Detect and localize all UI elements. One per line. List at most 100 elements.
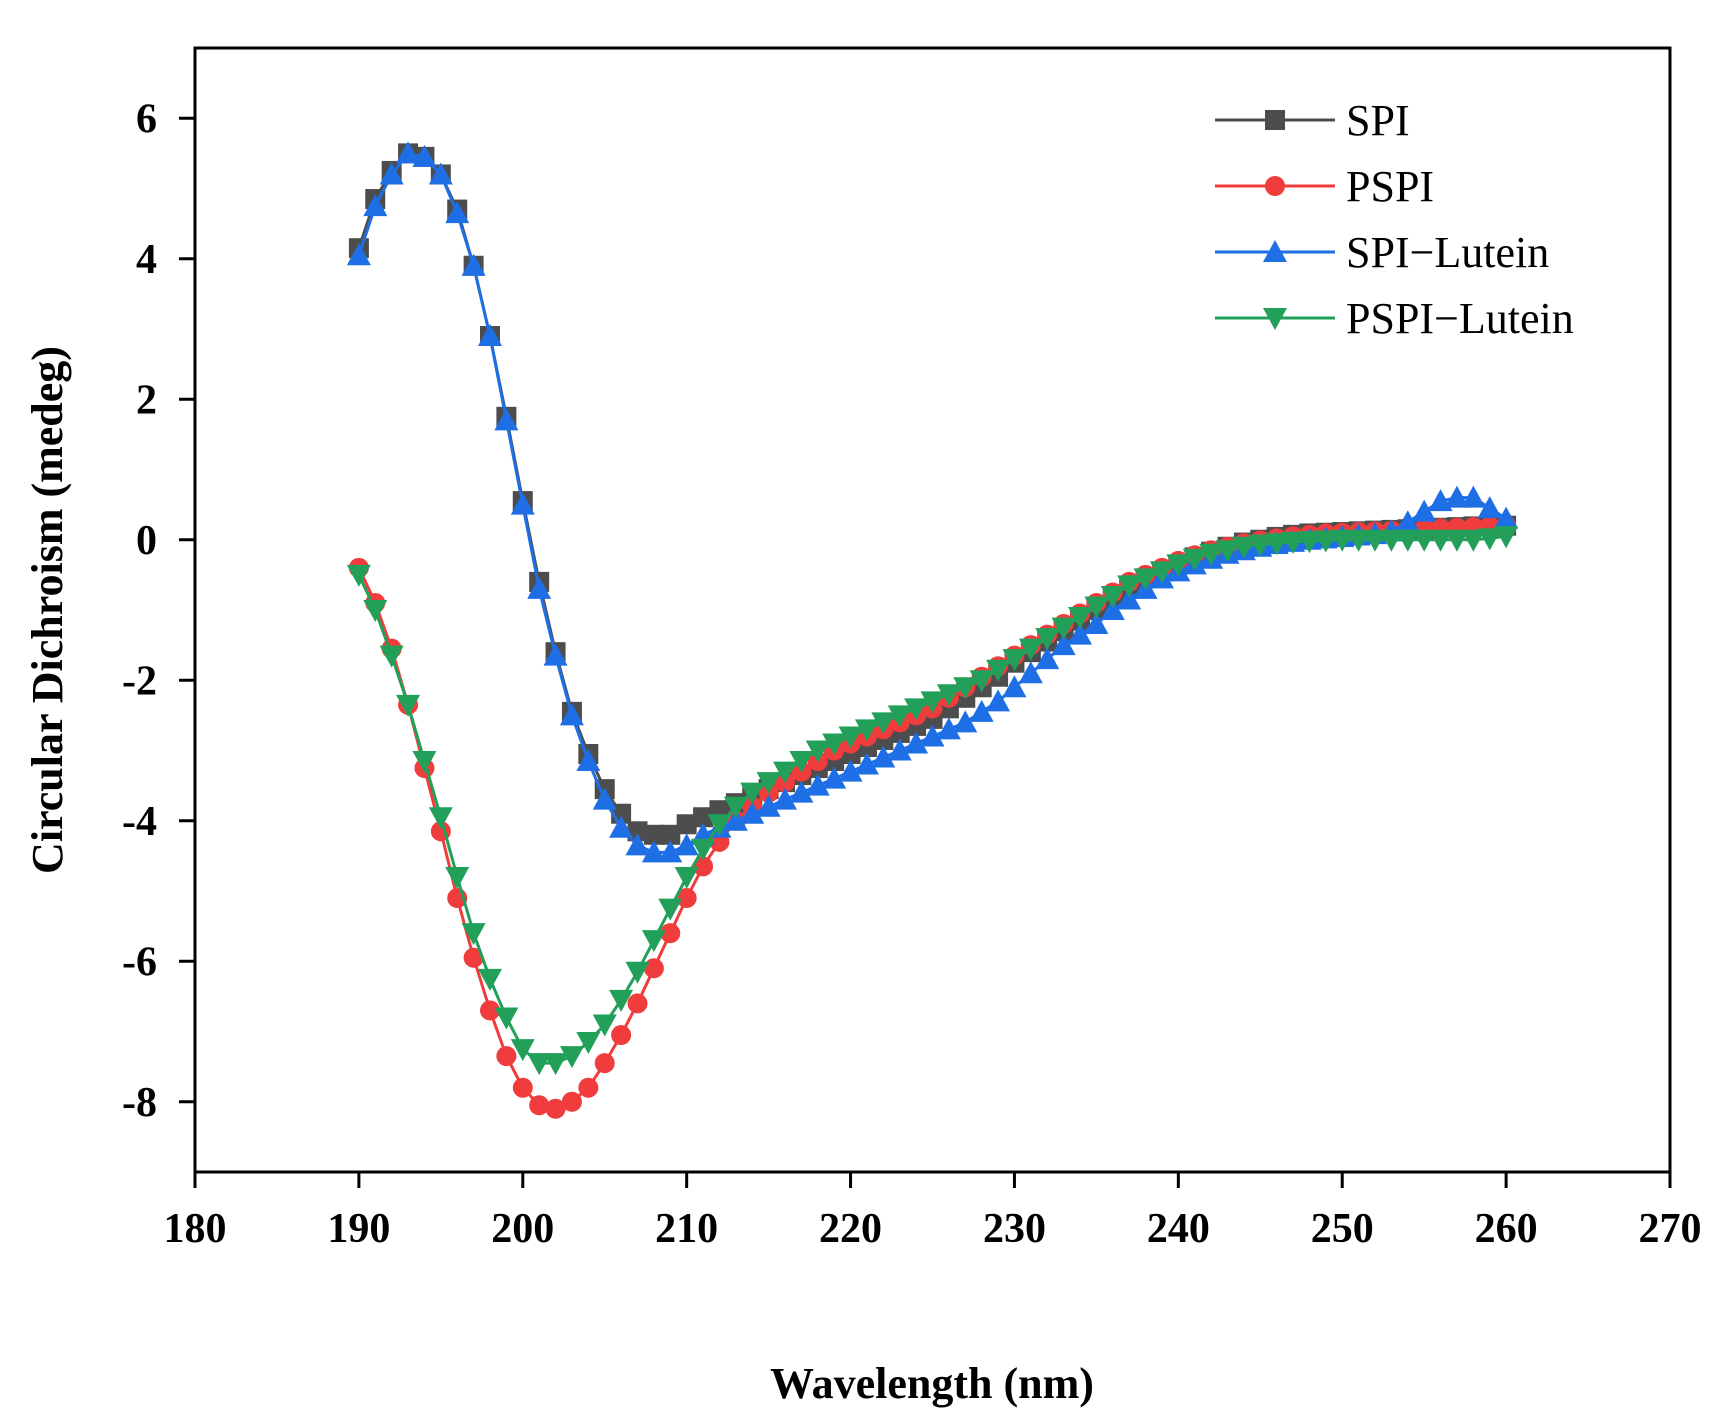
data-point [805, 740, 830, 763]
data-point [658, 840, 683, 863]
data-point [592, 787, 617, 810]
plot-frame [193, 46, 1672, 1174]
data-point [805, 773, 830, 796]
data-point [723, 808, 748, 831]
data-point [463, 947, 484, 968]
data-point [1182, 548, 1207, 571]
y-tick-label: 0 [136, 518, 157, 564]
data-point [1018, 661, 1043, 684]
y-tick-label: 6 [136, 96, 157, 142]
data-point [1018, 638, 1043, 661]
data-point [707, 814, 732, 837]
data-point [953, 710, 978, 733]
data-point [363, 600, 388, 622]
data-point [904, 698, 929, 721]
data-point [660, 824, 681, 845]
axis-layer: 180 190 200 210 220 230 240 250 260 270 -8 -6 -4 -2 0 2… [122, 96, 1702, 1252]
data-point [789, 780, 814, 803]
data-point [545, 1098, 566, 1119]
data-point [854, 752, 879, 775]
data-point [527, 576, 552, 599]
data-point [1051, 617, 1076, 640]
data-point [887, 705, 912, 728]
data-point [461, 923, 486, 946]
data-point [496, 1046, 517, 1067]
data-point [969, 699, 994, 722]
x-tick-label: 270 [1639, 1206, 1702, 1252]
x-tick-label: 190 [327, 1206, 390, 1252]
data-point [1051, 633, 1076, 656]
data-point [527, 1053, 552, 1076]
legend-entry: PSPI [1215, 162, 1434, 211]
data-point [756, 794, 781, 817]
data-point [346, 243, 371, 266]
data-point [625, 961, 650, 984]
legend-marker [1263, 240, 1287, 262]
data-point [478, 324, 502, 347]
data-point [920, 691, 945, 714]
data-point [986, 659, 1011, 682]
data-point [1477, 496, 1502, 519]
series-line [357, 524, 1507, 1111]
data-point [396, 141, 421, 164]
y-tick-label: -2 [122, 658, 157, 704]
legend-entry: SPI−Lutein [1215, 228, 1549, 277]
y-tick-label: -8 [122, 1080, 157, 1126]
data-point [1084, 612, 1109, 635]
data-point [559, 1046, 584, 1069]
data-point [969, 670, 994, 693]
x-tick-label: 260 [1475, 1206, 1538, 1252]
legend-label: PSPI [1346, 162, 1434, 211]
data-point [676, 888, 697, 909]
data-point [594, 1053, 615, 1074]
series-pspi [348, 515, 1517, 1119]
data-point [1166, 554, 1191, 577]
data-point [1068, 622, 1092, 645]
data-point [1412, 529, 1437, 552]
data-point [1412, 499, 1437, 522]
data-point [379, 645, 404, 668]
data-point [871, 745, 896, 768]
data-point [1428, 529, 1453, 552]
data-point [1199, 543, 1224, 566]
data-point [773, 761, 797, 784]
data-point [592, 1014, 617, 1037]
data-point [480, 1000, 500, 1021]
data-point [1330, 529, 1355, 552]
x-tick-label: 220 [819, 1206, 882, 1252]
data-point [822, 766, 847, 789]
data-point [838, 726, 863, 749]
data-point [494, 1007, 519, 1030]
data-point [611, 1025, 632, 1046]
y-tick-label: -4 [122, 799, 157, 845]
data-point [576, 1032, 601, 1055]
data-point [1035, 647, 1060, 670]
data-point [1313, 530, 1338, 553]
data-point [445, 866, 470, 889]
data-point [1461, 529, 1486, 552]
data-point [1379, 529, 1404, 552]
data-point [1002, 649, 1027, 672]
data-point [854, 719, 879, 742]
data-point [1281, 531, 1306, 554]
data-point [1215, 540, 1240, 563]
data-point [641, 930, 666, 953]
data-point [1084, 596, 1109, 619]
data-point [1444, 529, 1469, 552]
data-point [838, 759, 863, 782]
data-point [1133, 568, 1158, 591]
data-point [1100, 598, 1125, 620]
legend-label: SPI [1346, 96, 1410, 145]
series-pspi-lutein [346, 526, 1519, 1076]
legend-entry: PSPI−Lutein [1215, 294, 1574, 343]
data-point [609, 815, 634, 838]
data-point [627, 821, 648, 842]
x-tick-label: 230 [983, 1206, 1046, 1252]
data-point [559, 703, 584, 726]
data-point [1395, 510, 1420, 533]
data-point [740, 782, 765, 805]
data-point [561, 1091, 582, 1112]
series-layer [346, 141, 1519, 1119]
data-point [641, 840, 666, 863]
